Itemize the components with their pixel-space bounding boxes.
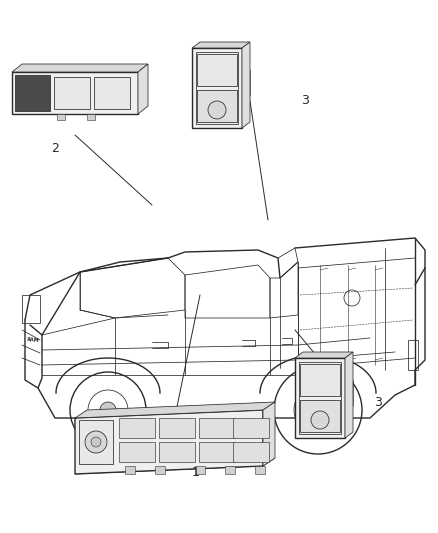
Text: 2: 2 [51, 141, 59, 155]
Polygon shape [295, 352, 353, 358]
Polygon shape [75, 402, 275, 418]
Polygon shape [57, 114, 65, 120]
Polygon shape [263, 402, 275, 466]
Circle shape [91, 437, 101, 447]
Polygon shape [345, 380, 353, 412]
Polygon shape [54, 77, 90, 109]
Polygon shape [12, 72, 138, 114]
Polygon shape [242, 70, 250, 102]
Circle shape [208, 101, 226, 119]
Circle shape [308, 400, 328, 420]
Polygon shape [192, 42, 250, 48]
Bar [22, 295, 40, 323]
Polygon shape [199, 418, 235, 438]
Polygon shape [159, 442, 195, 462]
Polygon shape [345, 352, 353, 438]
Polygon shape [233, 442, 269, 462]
Text: 1: 1 [192, 465, 200, 479]
Polygon shape [199, 442, 235, 462]
Polygon shape [87, 114, 95, 120]
Polygon shape [233, 418, 269, 438]
Polygon shape [155, 466, 165, 474]
Polygon shape [192, 48, 242, 128]
Polygon shape [79, 420, 113, 464]
Circle shape [311, 411, 329, 429]
Polygon shape [195, 466, 205, 474]
Polygon shape [300, 400, 340, 432]
Text: RAM: RAM [27, 337, 39, 343]
Circle shape [85, 431, 107, 453]
Polygon shape [159, 418, 195, 438]
Text: 3: 3 [374, 395, 382, 408]
Polygon shape [75, 410, 263, 474]
Polygon shape [119, 442, 155, 462]
Circle shape [100, 402, 116, 418]
Polygon shape [225, 466, 235, 474]
Polygon shape [345, 380, 353, 412]
Bar [408, 340, 418, 370]
Polygon shape [94, 77, 130, 109]
Polygon shape [119, 418, 155, 438]
Polygon shape [242, 42, 250, 128]
Polygon shape [12, 64, 148, 72]
Polygon shape [15, 75, 50, 111]
Polygon shape [138, 64, 148, 114]
Polygon shape [242, 70, 250, 102]
Polygon shape [125, 466, 135, 474]
Polygon shape [197, 90, 237, 122]
Polygon shape [295, 358, 345, 438]
Polygon shape [300, 364, 340, 396]
Polygon shape [255, 466, 265, 474]
Polygon shape [75, 458, 275, 474]
Text: 3: 3 [301, 93, 309, 107]
Polygon shape [197, 54, 237, 86]
